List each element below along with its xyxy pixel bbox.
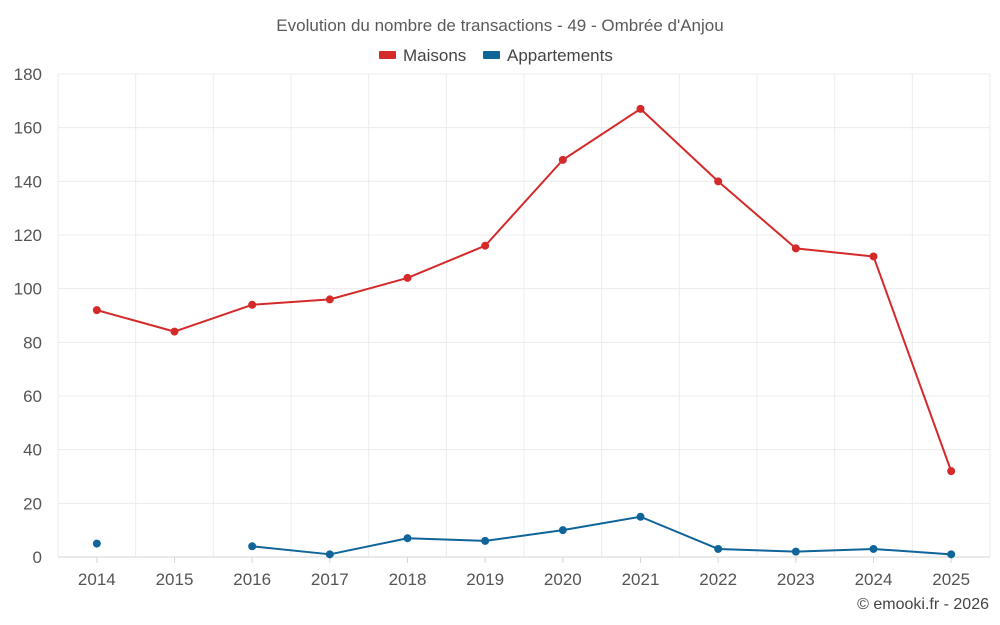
data-point[interactable]: [325, 295, 334, 304]
x-tick-label: 2025: [932, 570, 970, 589]
x-tick-label: 2017: [311, 570, 349, 589]
y-tick-label: 160: [14, 119, 42, 138]
legend-label: Appartements: [507, 46, 613, 65]
data-point[interactable]: [481, 241, 490, 250]
series: [92, 104, 956, 559]
x-tick-label: 2014: [78, 570, 116, 589]
data-point[interactable]: [403, 534, 412, 543]
y-tick-label: 180: [14, 65, 42, 84]
data-point[interactable]: [947, 550, 956, 559]
data-point[interactable]: [869, 252, 878, 261]
series-appartements: [92, 512, 956, 559]
data-point[interactable]: [636, 512, 645, 521]
legend[interactable]: Maisons Appartements: [379, 46, 613, 65]
y-tick-label: 0: [33, 548, 42, 567]
legend-label: Maisons: [403, 46, 466, 65]
y-tick-label: 100: [14, 280, 42, 299]
x-tick-label: 2022: [699, 570, 737, 589]
data-point[interactable]: [325, 550, 334, 559]
series-maisons: [92, 104, 956, 476]
data-point[interactable]: [636, 104, 645, 113]
y-tick-label: 80: [23, 333, 42, 352]
series-line: [95, 107, 953, 473]
data-point[interactable]: [714, 177, 723, 186]
data-point[interactable]: [92, 539, 101, 548]
data-point[interactable]: [714, 544, 723, 553]
data-point[interactable]: [791, 547, 800, 556]
grid: [57, 73, 991, 557]
legend-swatch: [483, 51, 500, 59]
data-point[interactable]: [869, 544, 878, 553]
data-point[interactable]: [558, 526, 567, 535]
x-tick-label: 2016: [233, 570, 271, 589]
chart-title: Evolution du nombre de transactions - 49…: [276, 16, 723, 35]
data-point[interactable]: [791, 244, 800, 253]
x-tick-label: 2024: [855, 570, 893, 589]
x-tick-label: 2015: [156, 570, 194, 589]
data-point[interactable]: [170, 327, 179, 336]
x-tick-label: 2023: [777, 570, 815, 589]
legend-swatch: [379, 51, 396, 59]
data-point[interactable]: [248, 300, 257, 309]
axes: 0 20 40 60 80 100 120 140 160 180 2014 2015 2016 2017…: [14, 65, 990, 589]
data-point[interactable]: [403, 273, 412, 282]
series-line: [251, 515, 953, 556]
y-tick-label: 120: [14, 226, 42, 245]
data-point[interactable]: [248, 542, 257, 551]
x-tick-label: 2018: [389, 570, 427, 589]
y-tick-label: 140: [14, 172, 42, 191]
legend-item-maisons[interactable]: Maisons: [379, 46, 466, 65]
x-tick-label: 2020: [544, 570, 582, 589]
y-tick-label: 60: [23, 387, 42, 406]
legend-item-appartements[interactable]: Appartements: [483, 46, 613, 65]
data-point[interactable]: [92, 306, 101, 315]
credit-text: © emooki.fr - 2026: [857, 596, 989, 613]
x-tick-label: 2019: [466, 570, 504, 589]
data-point[interactable]: [558, 155, 567, 164]
x-tick-label: 2021: [622, 570, 660, 589]
y-tick-label: 40: [23, 441, 42, 460]
data-point[interactable]: [481, 536, 490, 545]
y-tick-label: 20: [23, 494, 42, 513]
data-point[interactable]: [947, 467, 956, 476]
